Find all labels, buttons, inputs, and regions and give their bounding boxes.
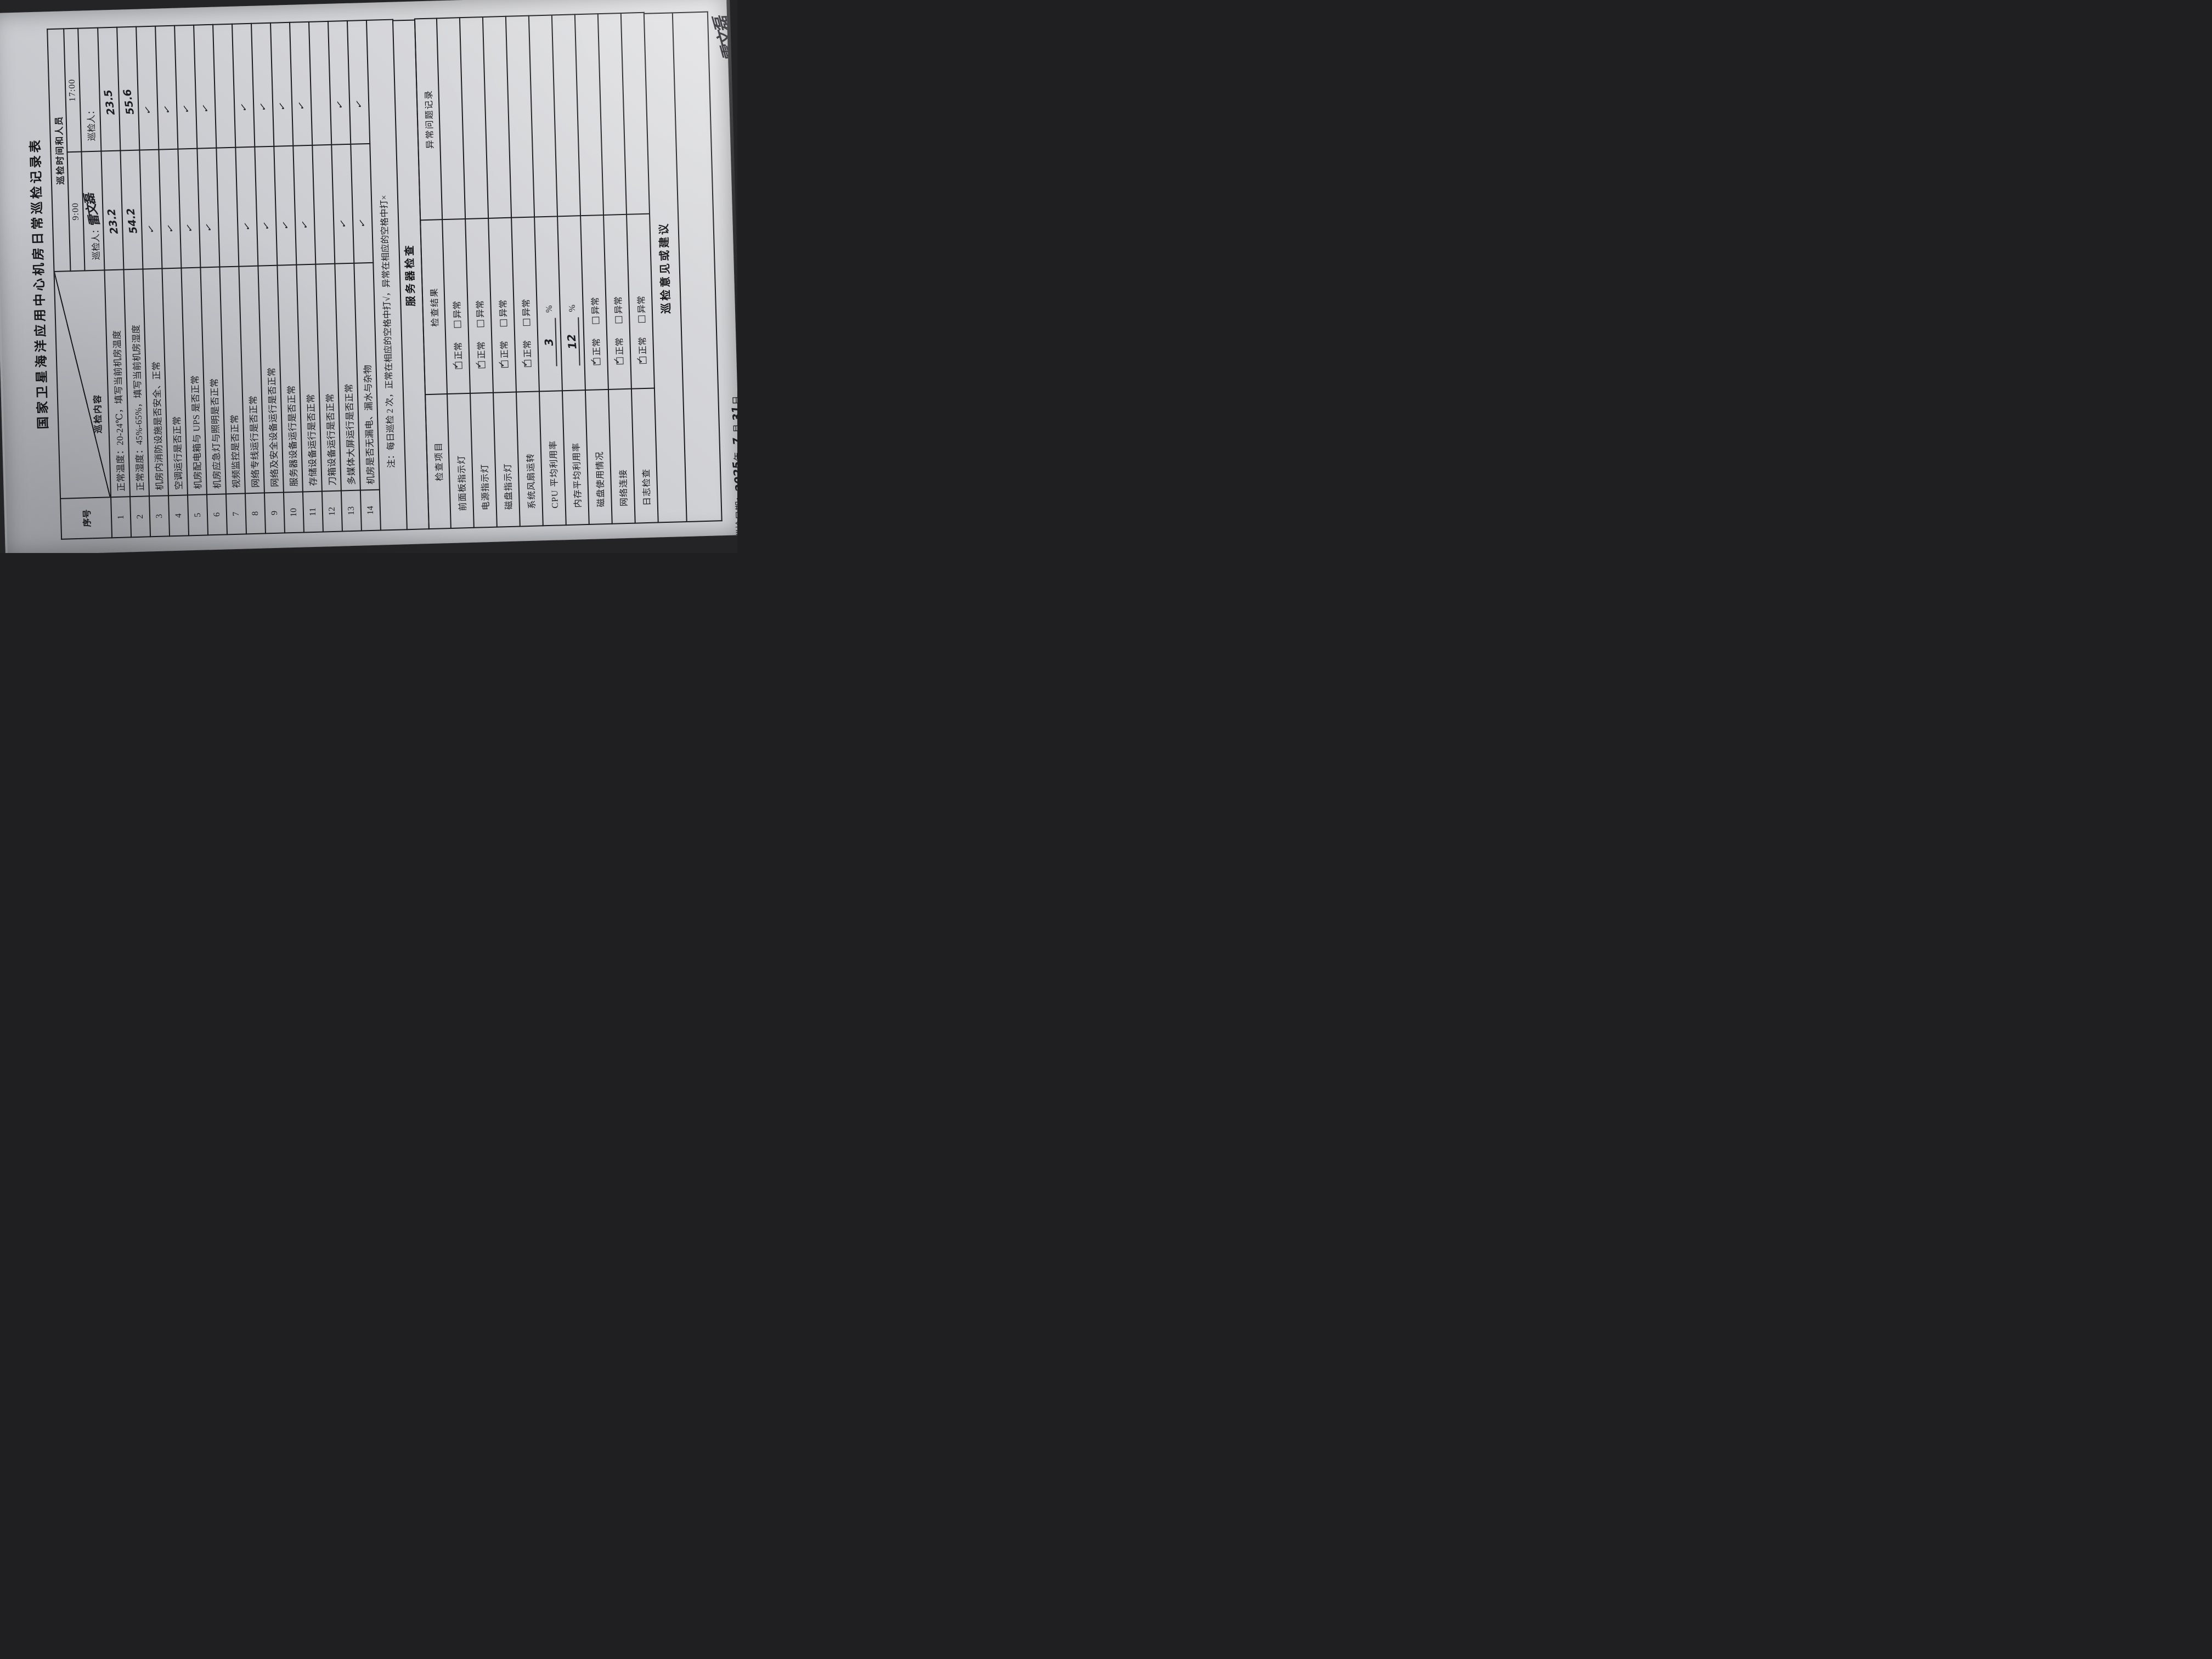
check-1700: ✓ — [276, 100, 289, 112]
check-900: ✓ — [337, 217, 350, 230]
reviewer-signature-block: 运维负责人审核并签字：雷文磊 — [711, 15, 737, 165]
entry-900: 54.2 — [124, 207, 140, 235]
footer-line: 巡检日期：2025年 7月 31日 运维负责人审核并签字：雷文磊 — [711, 3, 737, 539]
entry-900: 23.2 — [105, 207, 121, 235]
check-1700: ✓ — [199, 102, 212, 115]
normal-checkbox: ✓ — [634, 357, 647, 364]
date-label: 巡检日期： — [734, 492, 737, 539]
percent-blank: 12 — [565, 317, 580, 366]
memory-percent-value: 12 — [565, 333, 579, 350]
check-900: ✓ — [298, 218, 312, 231]
abnormal-checkbox — [500, 319, 507, 327]
check-1700: ✓ — [142, 104, 155, 116]
sign-label: 运维负责人审核并签字： — [730, 61, 737, 165]
month-value: 7 — [730, 437, 737, 446]
content-header-label: 巡检内容 — [93, 393, 104, 434]
check-900: ✓ — [202, 221, 216, 234]
inspector-cell-900: 巡检人：雷文磊 — [81, 151, 105, 271]
inspector-signature-900: 雷文磊 — [82, 193, 103, 228]
rotated-paper-wrap: 国家卫星海洋应用中心机房日常巡检记录表 序号 巡检内容 巡检时间和人员 9:00… — [0, 0, 737, 553]
inspector-label-900: 巡检人： — [91, 224, 101, 261]
main-table: 序号 巡检内容 巡检时间和人员 9:00 17:00 巡检人：雷文磊 巡检人： … — [47, 20, 381, 540]
inspector-label-1700: 巡检人： — [87, 105, 97, 142]
entry-1700: 23.5 — [101, 88, 117, 116]
diagonal-divider — [54, 270, 111, 498]
reviewer-signature: 雷文磊 — [710, 15, 737, 64]
check-1700: ✓ — [161, 103, 174, 116]
paper-sheet: 国家卫星海洋应用中心机房日常巡检记录表 序号 巡检内容 巡检时间和人员 9:00… — [0, 0, 737, 553]
abnormal-checkbox — [592, 317, 600, 324]
inspection-date: 巡检日期：2025年 7月 31日 — [729, 395, 737, 539]
normal-checkbox: ✓ — [588, 358, 601, 365]
check-1700: ✓ — [334, 99, 347, 111]
percent-blank: 3 — [541, 318, 557, 367]
check-900: ✓ — [145, 223, 158, 235]
abnormal-checkbox — [638, 315, 646, 323]
abnormal-checkbox — [477, 320, 484, 328]
check-1700: ✓ — [238, 101, 251, 114]
check-900: ✓ — [183, 222, 196, 234]
normal-checkbox: ✓ — [519, 359, 532, 367]
abnormal-checkbox — [615, 316, 623, 324]
check-900: ✓ — [279, 219, 292, 232]
check-900: ✓ — [241, 220, 254, 233]
cpu-percent-value: 3 — [541, 337, 556, 347]
check-1700: ✓ — [180, 103, 193, 115]
server-table: 检查项目 检查结果 异常问题记录 前面板指示灯 ✓ 正常异常 电源指示灯 ✓ 正常异… — [414, 12, 659, 529]
check-1700: ✓ — [295, 99, 308, 112]
day-value: 31 — [729, 405, 737, 422]
normal-checkbox: ✓ — [611, 357, 624, 365]
check-900: ✓ — [164, 222, 177, 235]
content-header-cell: 巡检内容 — [54, 270, 111, 499]
index-header: 序号 — [60, 497, 112, 539]
entry-1700: 55.6 — [121, 88, 137, 116]
check-1700: ✓ — [353, 98, 366, 110]
abnormal-checkbox — [454, 320, 461, 328]
server-item-header: 检查项目 — [425, 394, 451, 529]
normal-checkbox: ✓ — [473, 361, 486, 369]
check-1700: ✓ — [257, 100, 270, 113]
normal-checkbox: ✓ — [496, 360, 509, 368]
year-value: 2025 — [730, 460, 737, 493]
photo-of-inspection-form: 国家卫星海洋应用中心机房日常巡检记录表 序号 巡检内容 巡检时间和人员 9:00… — [0, 0, 737, 553]
abnormal-checkbox — [523, 318, 531, 326]
check-900: ✓ — [356, 217, 369, 229]
normal-checkbox: ✓ — [450, 362, 462, 369]
check-900: ✓ — [260, 219, 273, 232]
inspector-cell-1700: 巡检人： — [78, 27, 101, 152]
